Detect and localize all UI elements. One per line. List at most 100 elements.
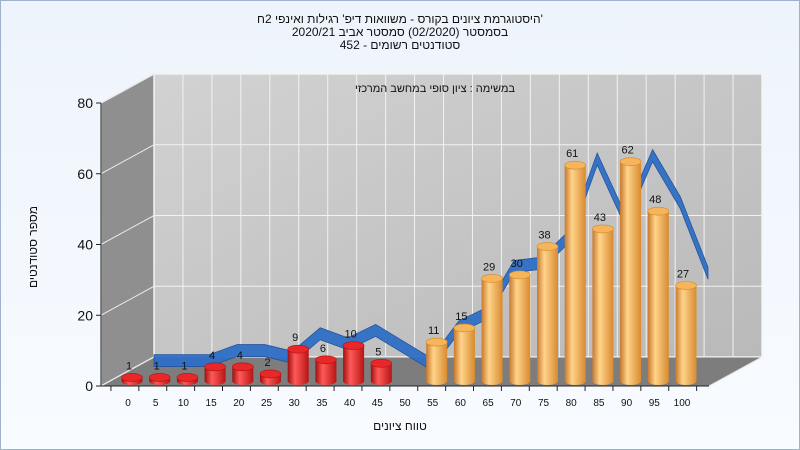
x-tick-label: 40	[344, 398, 356, 409]
x-tick-label: 80	[566, 398, 578, 409]
bar-top	[342, 341, 365, 350]
bar	[370, 363, 392, 381]
bar	[426, 342, 448, 381]
x-tick-label: 70	[510, 398, 522, 409]
bar-top	[121, 373, 143, 382]
bar-base	[509, 377, 531, 385]
x-tick-label: 30	[289, 398, 301, 409]
chart-annotation: במשימה : ציון סופי במחשב המרכזי	[355, 83, 515, 95]
bar	[564, 165, 586, 381]
bar-base	[675, 377, 697, 385]
bar-value-label: 1	[154, 360, 160, 372]
y-tick-label: 0	[85, 378, 93, 394]
bar-top	[370, 359, 393, 368]
y-tick-label: 80	[77, 95, 93, 111]
bar-base	[204, 377, 226, 385]
trend-band	[153, 148, 709, 371]
bar-base	[453, 377, 475, 385]
bar-top	[425, 337, 448, 347]
bar-top	[315, 355, 337, 365]
x-tick-label: 95	[649, 398, 661, 409]
bar-value-label: 43	[594, 212, 606, 224]
x-tick-label: 15	[206, 398, 218, 409]
bar-base	[370, 377, 392, 385]
bar-top	[259, 369, 282, 379]
x-tick-label: 45	[372, 398, 384, 409]
x-tick-label: 65	[483, 398, 495, 409]
bar-base	[426, 377, 448, 385]
bar-value-label: 9	[292, 332, 298, 344]
bar-value-label: 4	[237, 350, 243, 362]
bar	[537, 246, 558, 381]
bar	[592, 228, 614, 381]
x-tick-label: 100	[674, 398, 691, 409]
x-tick-label: 10	[178, 398, 190, 409]
x-tick-label: 90	[621, 398, 633, 409]
bar-value-label: 38	[538, 230, 550, 242]
x-tick-label: 5	[153, 398, 159, 409]
left-wall-gridline	[100, 285, 155, 316]
x-tick-label: 55	[427, 398, 439, 409]
bar-value-label: 1	[126, 360, 132, 372]
bar-base	[315, 377, 337, 385]
chart-title-line-2: בסמסטר (02/2020) סמסטר אביב 2020/21	[291, 25, 509, 39]
bar-top	[536, 242, 559, 251]
left-wall-gridline	[100, 73, 155, 104]
bar-base	[647, 377, 669, 385]
bar-top	[564, 160, 587, 170]
chart-title-line-1: היסטוגרמת ציונים בקורס - משוואות דיפ' רג…	[257, 12, 543, 26]
y-tick-label: 60	[77, 166, 93, 182]
bar-top	[675, 281, 697, 290]
x-tick-label: 50	[399, 398, 411, 409]
bar-value-label: 62	[621, 145, 633, 157]
bar	[287, 349, 309, 381]
bar-top	[148, 373, 171, 382]
bar-top	[453, 323, 476, 333]
bar	[453, 327, 475, 381]
bar-base	[620, 377, 642, 385]
bar	[620, 161, 642, 381]
bar-value-label: 61	[566, 148, 578, 160]
bar-value-label: 15	[455, 311, 467, 323]
bar	[509, 274, 531, 381]
bar	[315, 359, 337, 381]
bar-value-label: 2	[264, 357, 270, 369]
bar-top	[204, 362, 226, 372]
x-tick-label: 20	[233, 398, 245, 409]
bar-top	[287, 344, 310, 354]
bar	[481, 278, 503, 381]
x-tick-label: 0	[125, 398, 131, 409]
bar-value-label: 30	[511, 258, 523, 270]
bar-value-label: 27	[677, 268, 689, 280]
chart-title-line-3: 452 - סטודנטים רשומים	[339, 38, 461, 52]
y-tick-label: 20	[77, 307, 93, 323]
left-wall-gridline	[100, 215, 155, 245]
y-axis-label: מספר סטודנטים	[26, 205, 40, 289]
bar-top	[647, 206, 670, 216]
bar-value-label: 6	[320, 343, 326, 355]
bar-value-label: 29	[483, 261, 495, 273]
bar-top	[508, 270, 531, 280]
left-wall-gridline	[100, 144, 155, 175]
x-tick-label: 60	[455, 398, 467, 409]
bar	[647, 211, 669, 381]
bar-value-label: 11	[428, 325, 439, 337]
bar-base	[564, 377, 586, 385]
bar-top	[481, 274, 503, 283]
bar-base	[343, 377, 365, 385]
bar-top	[619, 157, 642, 166]
bar-value-label: 10	[344, 329, 356, 341]
x-axis-label: טווח ציונים	[373, 419, 427, 433]
y-tick-label: 40	[77, 237, 93, 253]
x-tick-label: 75	[538, 398, 550, 409]
bar-value-label: 5	[375, 346, 381, 358]
bar-value-label: 4	[209, 350, 215, 362]
bar-value-label: 48	[649, 194, 661, 206]
bar-base	[287, 377, 309, 385]
x-tick-label: 35	[316, 398, 328, 409]
left-wall-gridline	[100, 356, 155, 387]
bar-base	[537, 377, 558, 385]
bar-base	[232, 377, 254, 385]
x-tick-label: 25	[261, 398, 273, 409]
